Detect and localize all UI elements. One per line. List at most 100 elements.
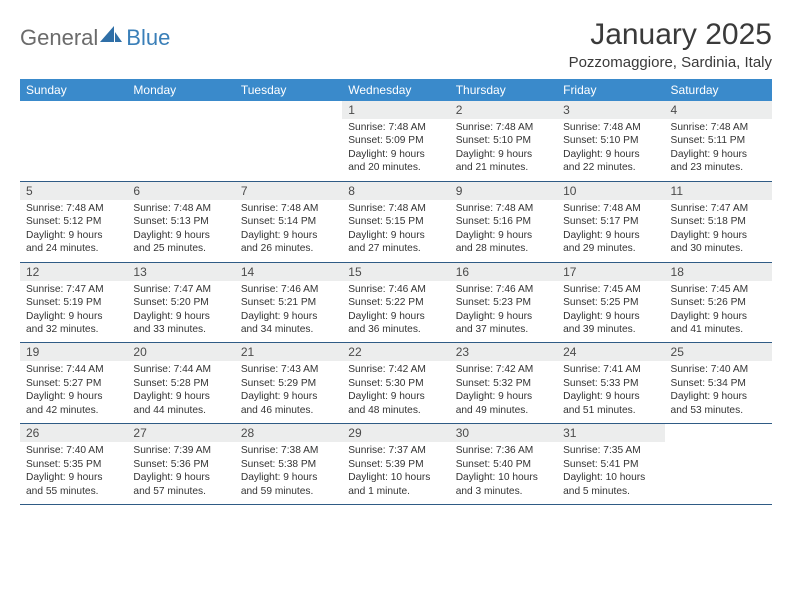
day-cell: 25Sunrise: 7:40 AMSunset: 5:34 PMDayligh… [665, 343, 772, 424]
day-cell: 30Sunrise: 7:36 AMSunset: 5:40 PMDayligh… [450, 424, 557, 505]
page-title: January 2025 [569, 18, 772, 52]
day-details: Sunrise: 7:48 AMSunset: 5:10 PMDaylight:… [557, 119, 664, 181]
dayl2-text: and 41 minutes. [671, 323, 766, 336]
day-cell: 22Sunrise: 7:42 AMSunset: 5:30 PMDayligh… [342, 343, 449, 424]
day-details: Sunrise: 7:45 AMSunset: 5:26 PMDaylight:… [665, 281, 772, 343]
day-cell: 5Sunrise: 7:48 AMSunset: 5:12 PMDaylight… [20, 181, 127, 262]
dayl1-text: Daylight: 9 hours [456, 229, 551, 242]
sunset-text: Sunset: 5:29 PM [241, 377, 336, 390]
day-details: Sunrise: 7:44 AMSunset: 5:27 PMDaylight:… [20, 361, 127, 423]
day-number: 2 [450, 101, 557, 119]
day-number: 21 [235, 343, 342, 361]
day-details: Sunrise: 7:48 AMSunset: 5:17 PMDaylight:… [557, 200, 664, 262]
sunset-text: Sunset: 5:19 PM [26, 296, 121, 309]
dayl2-text: and 29 minutes. [563, 242, 658, 255]
day-details: Sunrise: 7:48 AMSunset: 5:11 PMDaylight:… [665, 119, 772, 181]
week-row: 19Sunrise: 7:44 AMSunset: 5:27 PMDayligh… [20, 343, 772, 424]
sunset-text: Sunset: 5:39 PM [348, 458, 443, 471]
sunset-text: Sunset: 5:27 PM [26, 377, 121, 390]
sunset-text: Sunset: 5:10 PM [563, 134, 658, 147]
day-cell: 9Sunrise: 7:48 AMSunset: 5:16 PMDaylight… [450, 181, 557, 262]
sunset-text: Sunset: 5:15 PM [348, 215, 443, 228]
day-number: 19 [20, 343, 127, 361]
dayl1-text: Daylight: 9 hours [348, 310, 443, 323]
day-details: Sunrise: 7:46 AMSunset: 5:21 PMDaylight:… [235, 281, 342, 343]
day-number: 4 [665, 101, 772, 119]
day-details: Sunrise: 7:35 AMSunset: 5:41 PMDaylight:… [557, 442, 664, 504]
day-cell: 2Sunrise: 7:48 AMSunset: 5:10 PMDaylight… [450, 101, 557, 181]
day-number: 27 [127, 424, 234, 442]
dayl1-text: Daylight: 9 hours [671, 310, 766, 323]
sunrise-text: Sunrise: 7:48 AM [348, 121, 443, 134]
day-cell: 31Sunrise: 7:35 AMSunset: 5:41 PMDayligh… [557, 424, 664, 505]
dayl1-text: Daylight: 9 hours [456, 148, 551, 161]
day-number: 23 [450, 343, 557, 361]
dayl2-text: and 36 minutes. [348, 323, 443, 336]
sunset-text: Sunset: 5:11 PM [671, 134, 766, 147]
sunset-text: Sunset: 5:23 PM [456, 296, 551, 309]
day-cell [20, 101, 127, 181]
sunrise-text: Sunrise: 7:40 AM [671, 363, 766, 376]
day-details: Sunrise: 7:48 AMSunset: 5:16 PMDaylight:… [450, 200, 557, 262]
day-number: 16 [450, 263, 557, 281]
day-number: 13 [127, 263, 234, 281]
dayl2-text: and 20 minutes. [348, 161, 443, 174]
dayl1-text: Daylight: 9 hours [26, 310, 121, 323]
sunrise-text: Sunrise: 7:42 AM [348, 363, 443, 376]
day-details: Sunrise: 7:47 AMSunset: 5:18 PMDaylight:… [665, 200, 772, 262]
sunset-text: Sunset: 5:26 PM [671, 296, 766, 309]
sunrise-text: Sunrise: 7:38 AM [241, 444, 336, 457]
dayl1-text: Daylight: 9 hours [456, 390, 551, 403]
day-details: Sunrise: 7:46 AMSunset: 5:23 PMDaylight:… [450, 281, 557, 343]
day-number: 29 [342, 424, 449, 442]
day-cell: 12Sunrise: 7:47 AMSunset: 5:19 PMDayligh… [20, 262, 127, 343]
day-details: Sunrise: 7:44 AMSunset: 5:28 PMDaylight:… [127, 361, 234, 423]
dayl2-text: and 5 minutes. [563, 485, 658, 498]
sunset-text: Sunset: 5:14 PM [241, 215, 336, 228]
sunrise-text: Sunrise: 7:40 AM [26, 444, 121, 457]
day-details: Sunrise: 7:48 AMSunset: 5:10 PMDaylight:… [450, 119, 557, 181]
sunrise-text: Sunrise: 7:42 AM [456, 363, 551, 376]
sunrise-text: Sunrise: 7:48 AM [133, 202, 228, 215]
sunrise-text: Sunrise: 7:47 AM [671, 202, 766, 215]
dayl1-text: Daylight: 9 hours [241, 390, 336, 403]
day-cell: 29Sunrise: 7:37 AMSunset: 5:39 PMDayligh… [342, 424, 449, 505]
sunset-text: Sunset: 5:17 PM [563, 215, 658, 228]
day-number: 1 [342, 101, 449, 119]
day-number: 25 [665, 343, 772, 361]
sunset-text: Sunset: 5:36 PM [133, 458, 228, 471]
day-details: Sunrise: 7:42 AMSunset: 5:32 PMDaylight:… [450, 361, 557, 423]
day-cell: 21Sunrise: 7:43 AMSunset: 5:29 PMDayligh… [235, 343, 342, 424]
sunset-text: Sunset: 5:35 PM [26, 458, 121, 471]
sunset-text: Sunset: 5:12 PM [26, 215, 121, 228]
sunrise-text: Sunrise: 7:47 AM [133, 283, 228, 296]
dayl2-text: and 27 minutes. [348, 242, 443, 255]
logo-text-general: General [20, 25, 98, 51]
day-cell: 4Sunrise: 7:48 AMSunset: 5:11 PMDaylight… [665, 101, 772, 181]
day-details: Sunrise: 7:47 AMSunset: 5:20 PMDaylight:… [127, 281, 234, 343]
day-details: Sunrise: 7:41 AMSunset: 5:33 PMDaylight:… [557, 361, 664, 423]
day-number: 15 [342, 263, 449, 281]
dayl2-text: and 59 minutes. [241, 485, 336, 498]
dayl2-text: and 3 minutes. [456, 485, 551, 498]
day-cell: 26Sunrise: 7:40 AMSunset: 5:35 PMDayligh… [20, 424, 127, 505]
dayl1-text: Daylight: 9 hours [563, 229, 658, 242]
sunrise-text: Sunrise: 7:47 AM [26, 283, 121, 296]
dayl1-text: Daylight: 9 hours [26, 390, 121, 403]
day-number: 3 [557, 101, 664, 119]
day-cell: 3Sunrise: 7:48 AMSunset: 5:10 PMDaylight… [557, 101, 664, 181]
sunrise-text: Sunrise: 7:48 AM [26, 202, 121, 215]
sunset-text: Sunset: 5:40 PM [456, 458, 551, 471]
day-details: Sunrise: 7:48 AMSunset: 5:12 PMDaylight:… [20, 200, 127, 262]
dayl2-text: and 1 minute. [348, 485, 443, 498]
calendar-body: 1Sunrise: 7:48 AMSunset: 5:09 PMDaylight… [20, 101, 772, 505]
dayl2-text: and 22 minutes. [563, 161, 658, 174]
day-cell: 17Sunrise: 7:45 AMSunset: 5:25 PMDayligh… [557, 262, 664, 343]
sunrise-text: Sunrise: 7:48 AM [456, 202, 551, 215]
day-cell: 1Sunrise: 7:48 AMSunset: 5:09 PMDaylight… [342, 101, 449, 181]
col-saturday: Saturday [665, 79, 772, 101]
day-details: Sunrise: 7:40 AMSunset: 5:34 PMDaylight:… [665, 361, 772, 423]
sunrise-text: Sunrise: 7:45 AM [563, 283, 658, 296]
day-cell: 10Sunrise: 7:48 AMSunset: 5:17 PMDayligh… [557, 181, 664, 262]
day-number: 24 [557, 343, 664, 361]
